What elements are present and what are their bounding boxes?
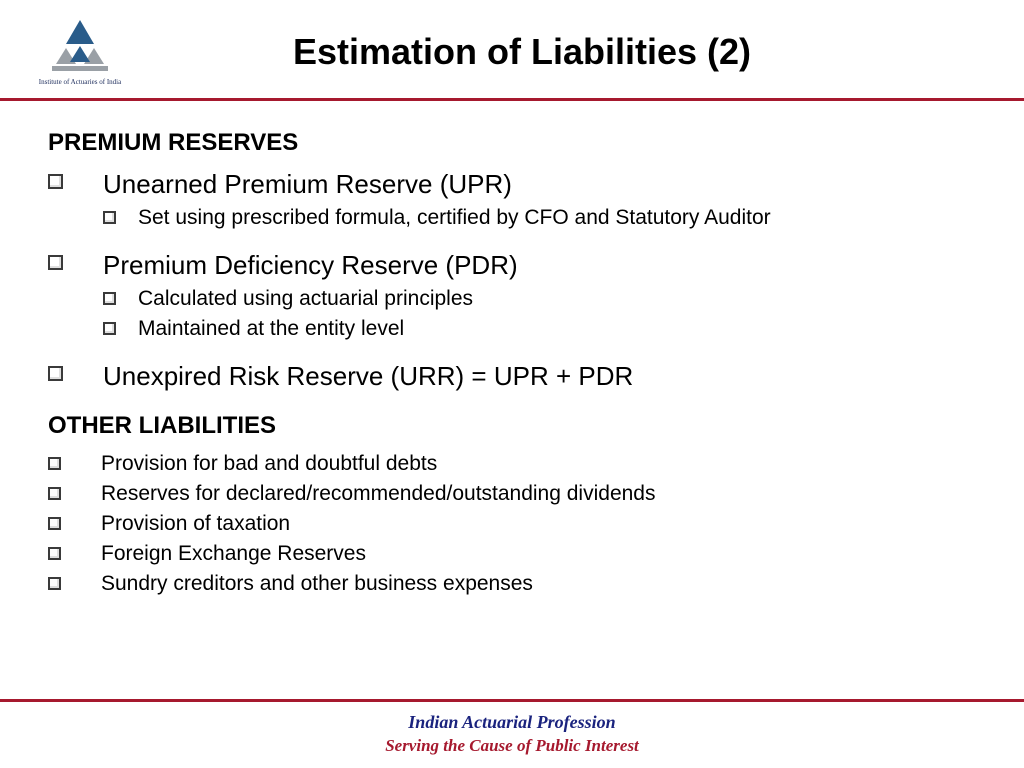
slide-title: Estimation of Liabilities (2) [130,31,994,73]
bullet-square-icon [48,457,61,470]
bullet-text: Unearned Premium Reserve (UPR) [103,169,512,200]
bullet-item: Premium Deficiency Reserve (PDR) [48,250,976,281]
bullet-square-icon [48,577,61,590]
bullet-item: Provision of taxation [48,512,976,536]
bullet-text: Sundry creditors and other business expe… [101,572,533,596]
bullet-square-icon [48,174,63,189]
bullet-item: Calculated using actuarial principles [103,287,976,311]
bullet-item: Unexpired Risk Reserve (URR) = UPR + PDR [48,361,976,392]
bullet-square-icon [103,292,116,305]
bullet-square-icon [48,487,61,500]
footer-line-2: Serving the Cause of Public Interest [0,736,1024,756]
bullet-square-icon [48,517,61,530]
bullet-text: Premium Deficiency Reserve (PDR) [103,250,518,281]
slide-content: PREMIUM RESERVES Unearned Premium Reserv… [0,101,1024,596]
bullet-item: Maintained at the entity level [103,317,976,341]
logo-caption: Institute of Actuaries of India [30,78,130,86]
bullet-text: Foreign Exchange Reserves [101,542,366,566]
bullet-item: Provision for bad and doubtful debts [48,452,976,476]
bullet-square-icon [103,322,116,335]
bullet-item: Unearned Premium Reserve (UPR) [48,169,976,200]
bullet-square-icon [48,255,63,270]
bullet-square-icon [48,547,61,560]
footer-line-1: Indian Actuarial Profession [0,712,1024,733]
bullet-text: Calculated using actuarial principles [138,287,473,311]
section-heading: PREMIUM RESERVES [48,129,976,157]
bullet-text: Unexpired Risk Reserve (URR) = UPR + PDR [103,361,633,392]
bullet-item: Foreign Exchange Reserves [48,542,976,566]
bullet-text: Set using prescribed formula, certified … [138,206,771,230]
bullet-text: Provision of taxation [101,512,290,536]
bullet-square-icon [103,211,116,224]
bullet-item: Reserves for declared/recommended/outsta… [48,482,976,506]
footer-divider [0,699,1024,702]
section-heading: OTHER LIABILITIES [48,412,976,440]
slide-header: Institute of Actuaries of India Estimati… [0,0,1024,98]
bullet-square-icon [48,366,63,381]
slide-footer: Indian Actuarial Profession Serving the … [0,712,1024,756]
logo: Institute of Actuaries of India [30,18,130,86]
bullet-text: Provision for bad and doubtful debts [101,452,437,476]
bullet-text: Maintained at the entity level [138,317,404,341]
bullet-item: Set using prescribed formula, certified … [103,206,976,230]
logo-icon [44,18,116,76]
bullet-text: Reserves for declared/recommended/outsta… [101,482,655,506]
bullet-item: Sundry creditors and other business expe… [48,572,976,596]
